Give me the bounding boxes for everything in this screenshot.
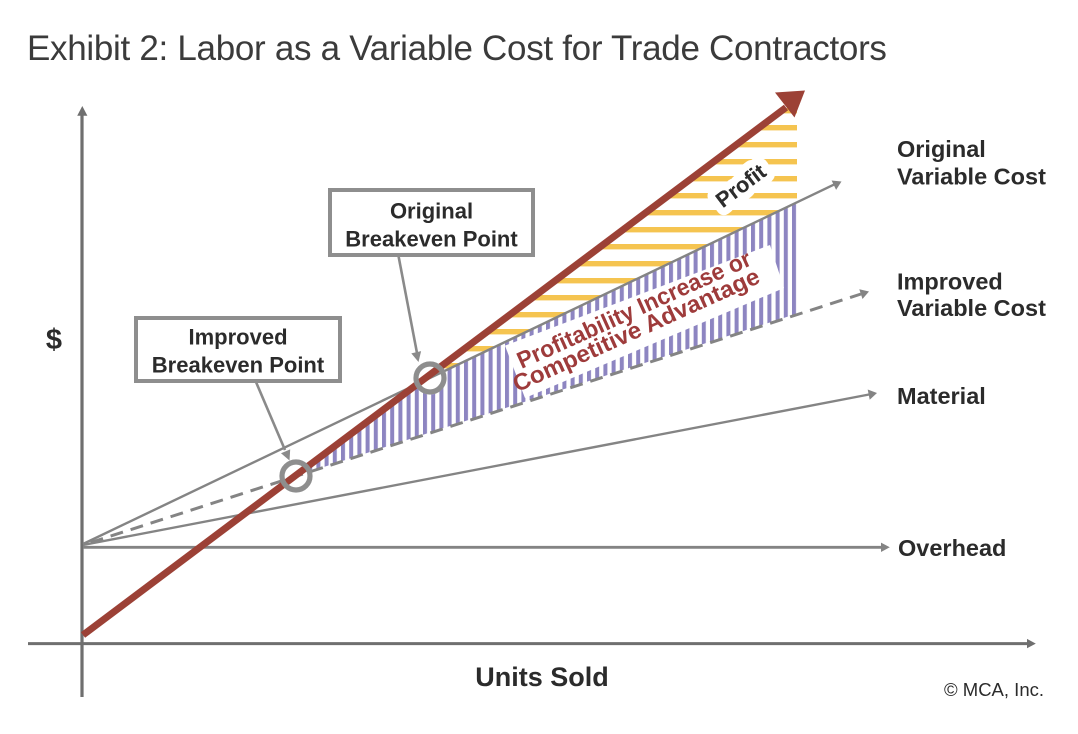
svg-text:Original: Original <box>390 199 473 224</box>
svg-text:© MCA, Inc.: © MCA, Inc. <box>944 679 1044 700</box>
svg-text:Exhibit 2: Labor as a Variable: Exhibit 2: Labor as a Variable Cost for … <box>27 29 887 68</box>
svg-text:Breakeven Point: Breakeven Point <box>345 227 518 252</box>
svg-text:Overhead: Overhead <box>898 535 1006 561</box>
svg-text:Improved: Improved <box>897 269 1003 295</box>
svg-text:Variable Cost: Variable Cost <box>897 295 1046 321</box>
svg-text:$: $ <box>46 324 62 356</box>
svg-text:Material: Material <box>897 383 986 409</box>
svg-text:Variable Cost: Variable Cost <box>897 164 1046 190</box>
svg-text:Breakeven Point: Breakeven Point <box>152 353 325 378</box>
svg-text:Units Sold: Units Sold <box>475 662 609 692</box>
svg-text:Improved: Improved <box>188 325 287 350</box>
svg-text:Original: Original <box>897 136 986 162</box>
